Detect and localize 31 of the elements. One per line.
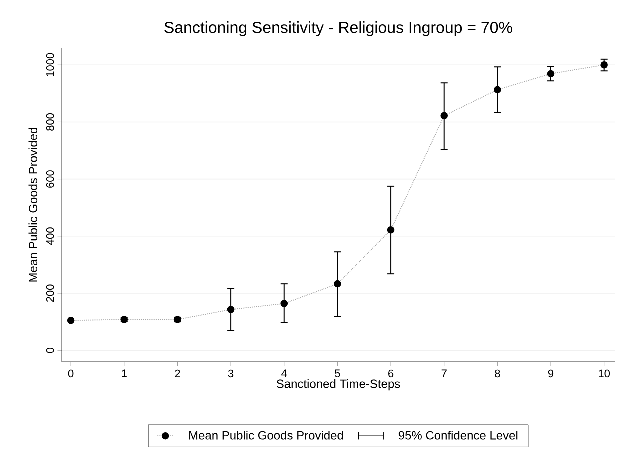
legend-label: Mean Public Goods Provided <box>190 431 344 440</box>
point <box>334 280 342 288</box>
point <box>547 70 555 78</box>
y-tick-label: 1000 <box>46 53 54 77</box>
y-tick-label: 400 <box>46 228 54 246</box>
x-tick-label: 2 <box>175 370 180 378</box>
point <box>600 61 608 69</box>
y-tick-label: 200 <box>46 284 54 302</box>
x-tick-label: 9 <box>548 370 554 378</box>
x-tick-label: 3 <box>228 370 234 378</box>
point <box>280 300 288 308</box>
point <box>387 226 395 234</box>
y-axis-title: Mean Public Goods Provided <box>28 128 38 282</box>
x-axis-title: Sanctioned Time-Steps <box>276 379 400 391</box>
y-tick-label: 600 <box>46 170 54 188</box>
x-tick-label: 1 <box>122 370 127 378</box>
x-tick-label: 7 <box>442 370 447 378</box>
x-tick-label: 4 <box>282 370 288 378</box>
point <box>494 86 502 94</box>
x-tick-label: 5 <box>335 370 340 378</box>
point <box>227 306 235 314</box>
text: 95% Confidence Level <box>398 431 518 440</box>
point <box>67 316 75 324</box>
point <box>440 112 448 120</box>
y-tick-label: 800 <box>46 113 54 131</box>
chart-title: Sanctioning Sensitivity - Religious Ingroup = 70% <box>164 22 512 36</box>
y-tick-label: 0 <box>46 348 54 354</box>
x-tick-label: 0 <box>68 370 74 378</box>
x-tick-label: 6 <box>388 370 394 378</box>
x-tick-label: 8 <box>495 370 500 378</box>
x-tick-label: 10 <box>599 370 610 378</box>
